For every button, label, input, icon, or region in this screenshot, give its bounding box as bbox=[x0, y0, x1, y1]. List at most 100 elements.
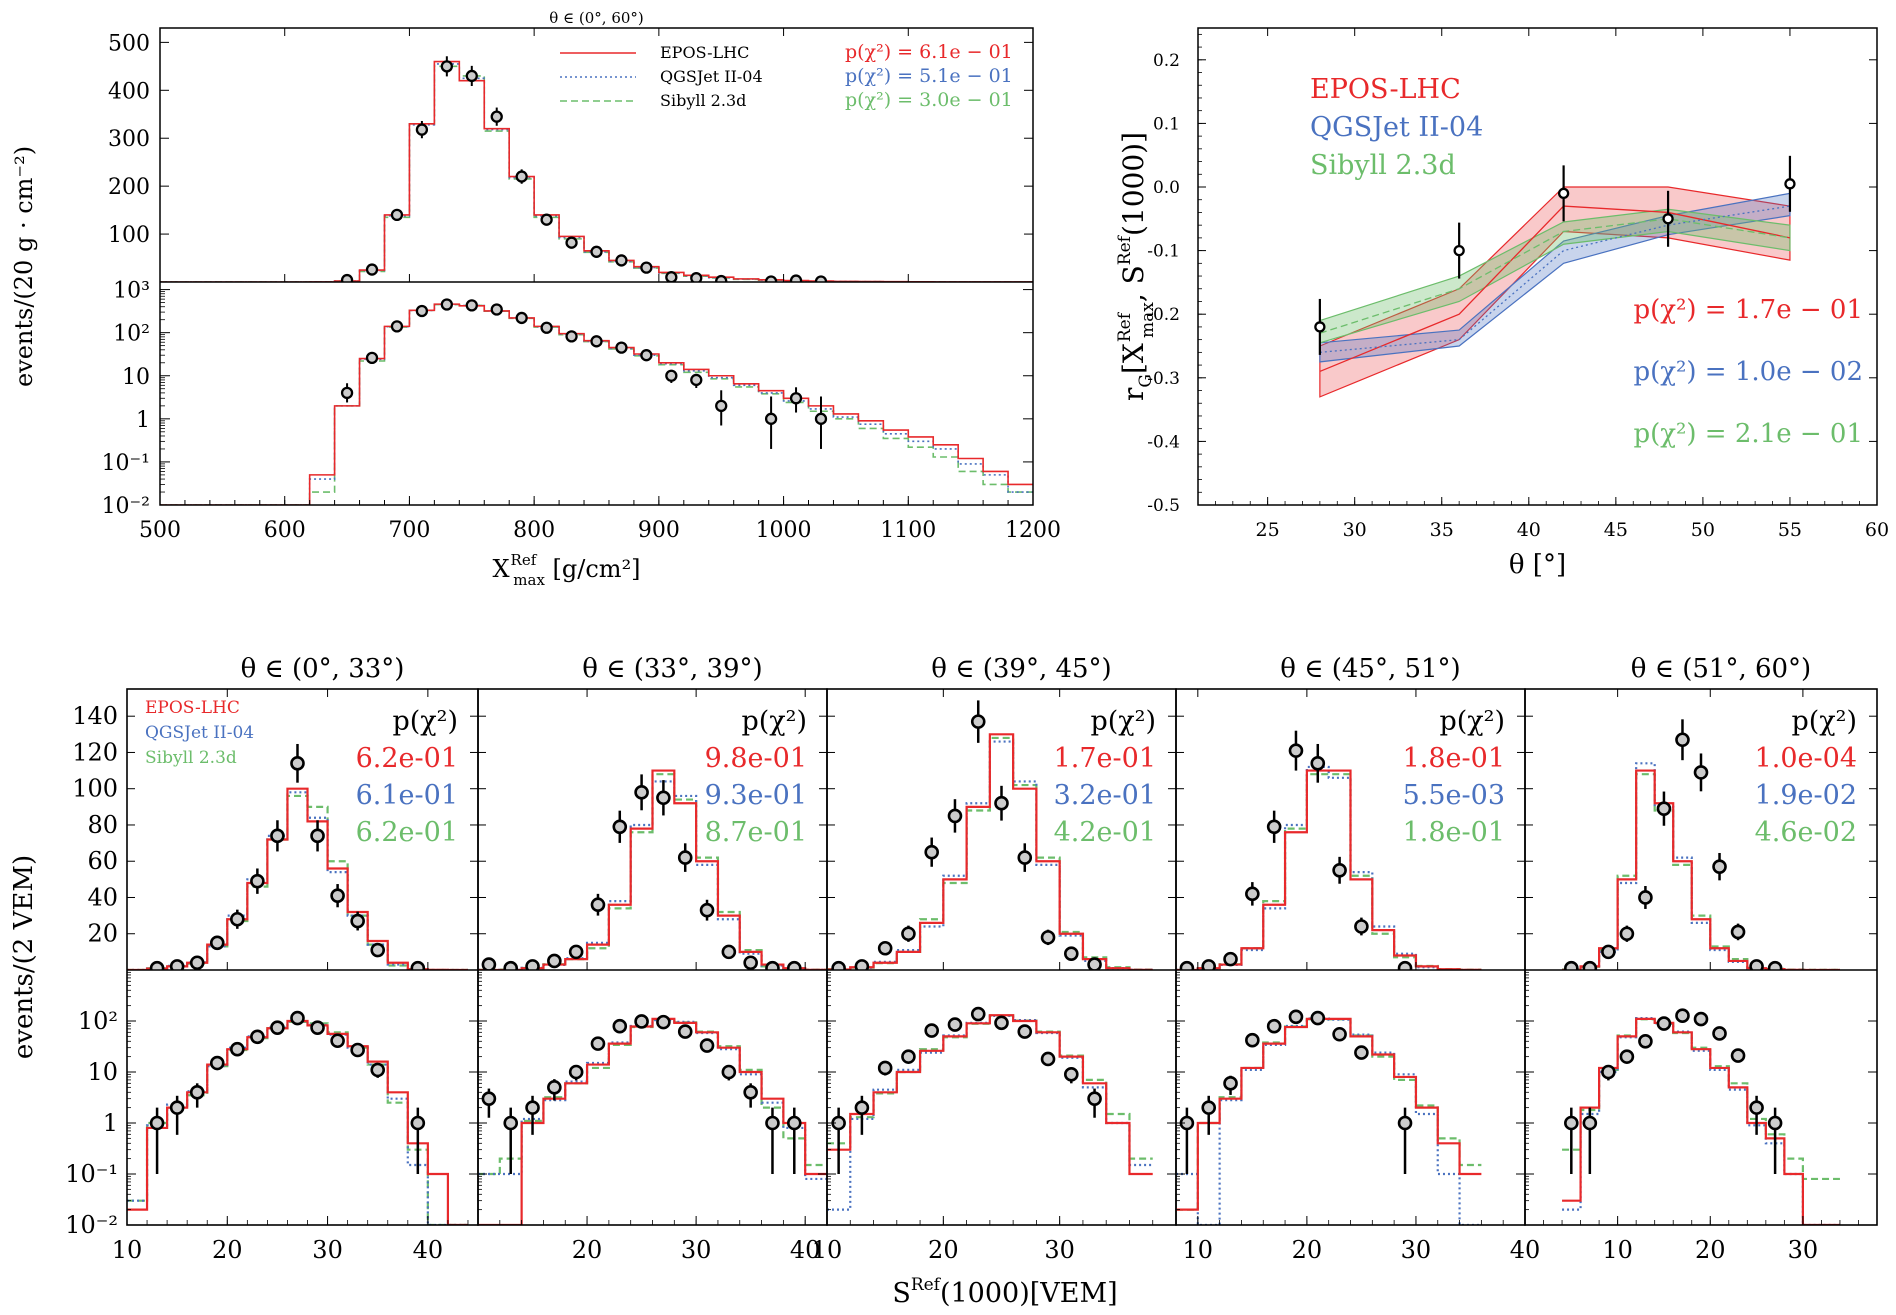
s1000-top-point bbox=[1638, 890, 1653, 905]
xmax-top-point bbox=[490, 110, 503, 123]
s1000-bottom-hist-2-2 bbox=[827, 1014, 1153, 1160]
xmax-frame bbox=[159, 27, 1034, 506]
s1000-pval-header: p(χ²) bbox=[1791, 706, 1857, 737]
s1000-bottom-point bbox=[1201, 1100, 1217, 1115]
xmax-bottom-hist-0 bbox=[160, 303, 1033, 505]
s1000-top-point bbox=[765, 960, 780, 970]
s1000-top-point bbox=[1245, 886, 1260, 902]
xmax-top-point bbox=[415, 123, 429, 136]
s1000-top-point bbox=[1767, 960, 1783, 970]
xmax-log-ytick-label: 10³ bbox=[113, 279, 150, 304]
s1000-xtick-label: 20 bbox=[1292, 1236, 1323, 1264]
rg-legend-label: EPOS-LHC bbox=[1310, 74, 1461, 105]
xmax-top-point bbox=[789, 274, 803, 282]
s1000-pval: 6.2e-01 bbox=[356, 743, 458, 774]
xmax-bottom-point bbox=[690, 373, 703, 387]
s1000-ytick-label: 100 bbox=[72, 775, 118, 803]
s1000-top-point bbox=[1601, 944, 1616, 960]
xmax-ylabel: events/(20 g · cm⁻²) bbox=[10, 146, 38, 387]
s1000-frame-4 bbox=[1524, 688, 1878, 1226]
s1000-top-point bbox=[1582, 960, 1598, 970]
s1000-top-point bbox=[947, 808, 963, 824]
s1000-top-point bbox=[330, 888, 345, 903]
s1000-xtick-label: 30 bbox=[1044, 1236, 1075, 1264]
s1000-top-point bbox=[270, 828, 285, 844]
s1000-top-point bbox=[612, 819, 628, 835]
rg-ytick-label: 0.0 bbox=[1153, 178, 1180, 198]
s1000-top-point bbox=[1332, 862, 1347, 878]
s1000-bottom-point bbox=[1730, 1048, 1746, 1063]
s1000-pval: 5.5e-03 bbox=[1403, 780, 1505, 811]
s1000-top-point bbox=[1201, 959, 1217, 970]
s1000-bottom-point bbox=[169, 1100, 185, 1115]
s1000-xtick-label: 40 bbox=[790, 1236, 821, 1264]
s1000-bottom-point bbox=[209, 1055, 225, 1071]
s1000-top-point bbox=[410, 960, 426, 970]
s1000-top-hist-1-0 bbox=[478, 769, 827, 970]
rg-xlabel: θ [°] bbox=[1509, 550, 1566, 580]
s1000-xtick-label: 10 bbox=[1183, 1236, 1214, 1264]
xmax-xtick-label: 1100 bbox=[880, 518, 936, 543]
rg-frame bbox=[1197, 27, 1878, 506]
s1000-xtick-label: 30 bbox=[312, 1236, 343, 1264]
xmax-bottom-point bbox=[764, 412, 778, 425]
s1000-bottom-point bbox=[1693, 1011, 1709, 1027]
s1000-panel-title: θ ∈ (45°, 51°) bbox=[1280, 654, 1460, 684]
xmax-xtick-label: 1200 bbox=[1005, 518, 1061, 543]
label-part: (1000)[VEM] bbox=[940, 1278, 1118, 1309]
s1000-top-point bbox=[970, 714, 986, 729]
s1000-bottom-point bbox=[1040, 1051, 1056, 1067]
s1000-ytick-label: 140 bbox=[72, 702, 118, 730]
s1000-bottom-point bbox=[1245, 1032, 1260, 1048]
rg-xtick-label: 35 bbox=[1430, 519, 1454, 541]
s1000-bottom-point bbox=[310, 1020, 325, 1035]
s1000-bottom-hist-3-2 bbox=[1176, 1018, 1482, 1211]
label-part: Ref bbox=[1115, 234, 1135, 265]
rg-line-1 bbox=[1319, 205, 1791, 354]
s1000-bottom-point bbox=[1582, 1115, 1598, 1131]
s1000-top-point bbox=[1179, 960, 1195, 970]
s1000-bottom-point bbox=[1310, 1010, 1326, 1026]
s1000-pval: 1.0e-04 bbox=[1755, 743, 1857, 774]
s1000-bottom-point bbox=[525, 1100, 540, 1115]
xmax-ytick-label: 100 bbox=[108, 223, 150, 248]
s1000-bottom-point bbox=[970, 1006, 986, 1022]
rg-ytick-label: -0.1 bbox=[1147, 242, 1180, 262]
label-part: events/(2 VEM) bbox=[9, 855, 39, 1059]
s1000-top-point bbox=[677, 850, 693, 865]
s1000-bottom-point bbox=[1332, 1026, 1347, 1042]
s1000-top-point bbox=[1017, 850, 1033, 865]
s1000-bottom-point bbox=[330, 1033, 345, 1049]
s1000-bottom-point bbox=[1397, 1115, 1413, 1131]
s1000-xtick-label: 10 bbox=[1602, 1236, 1633, 1264]
s1000-bottom-point bbox=[1087, 1091, 1102, 1106]
s1000-bottom-point bbox=[1601, 1064, 1616, 1080]
s1000-bottom-point bbox=[1638, 1033, 1653, 1049]
s1000-ylabel: events/(2 VEM) bbox=[9, 855, 39, 1059]
s1000-top-point bbox=[1693, 765, 1709, 780]
xmax-top-point bbox=[690, 272, 703, 282]
rg-point bbox=[1662, 213, 1674, 225]
label-part: X bbox=[492, 555, 509, 583]
xmax-top-point bbox=[665, 271, 678, 282]
xmax-xtick-label: 500 bbox=[139, 518, 181, 543]
s1000-top-point bbox=[1749, 959, 1764, 970]
s1000-bottom-point bbox=[270, 1020, 285, 1035]
xmax-top-point bbox=[590, 245, 603, 258]
rg-band-1 bbox=[1319, 192, 1791, 363]
xmax-bottom-point bbox=[340, 386, 354, 400]
s1000-xtick-label: 40 bbox=[1510, 1236, 1541, 1264]
s1000-pval: 4.2e-01 bbox=[1054, 817, 1156, 848]
xmax-bottom-point bbox=[640, 349, 653, 362]
s1000-bottom-point bbox=[765, 1115, 780, 1131]
s1000-top-point bbox=[1064, 946, 1079, 961]
label-part: , S bbox=[1117, 265, 1150, 302]
rg-pval: p(χ²) = 1.7e − 01 bbox=[1633, 295, 1863, 325]
rg-xtick-label: 50 bbox=[1691, 519, 1715, 541]
s1000-bottom-hist-2-0 bbox=[827, 1014, 1153, 1176]
s1000-bottom-hist-4-2 bbox=[1562, 1018, 1840, 1181]
label-part: (1000)] bbox=[1117, 132, 1150, 236]
xmax-bottom-point bbox=[540, 321, 553, 334]
xmax-log-ytick-label: 10⁻² bbox=[102, 494, 150, 519]
